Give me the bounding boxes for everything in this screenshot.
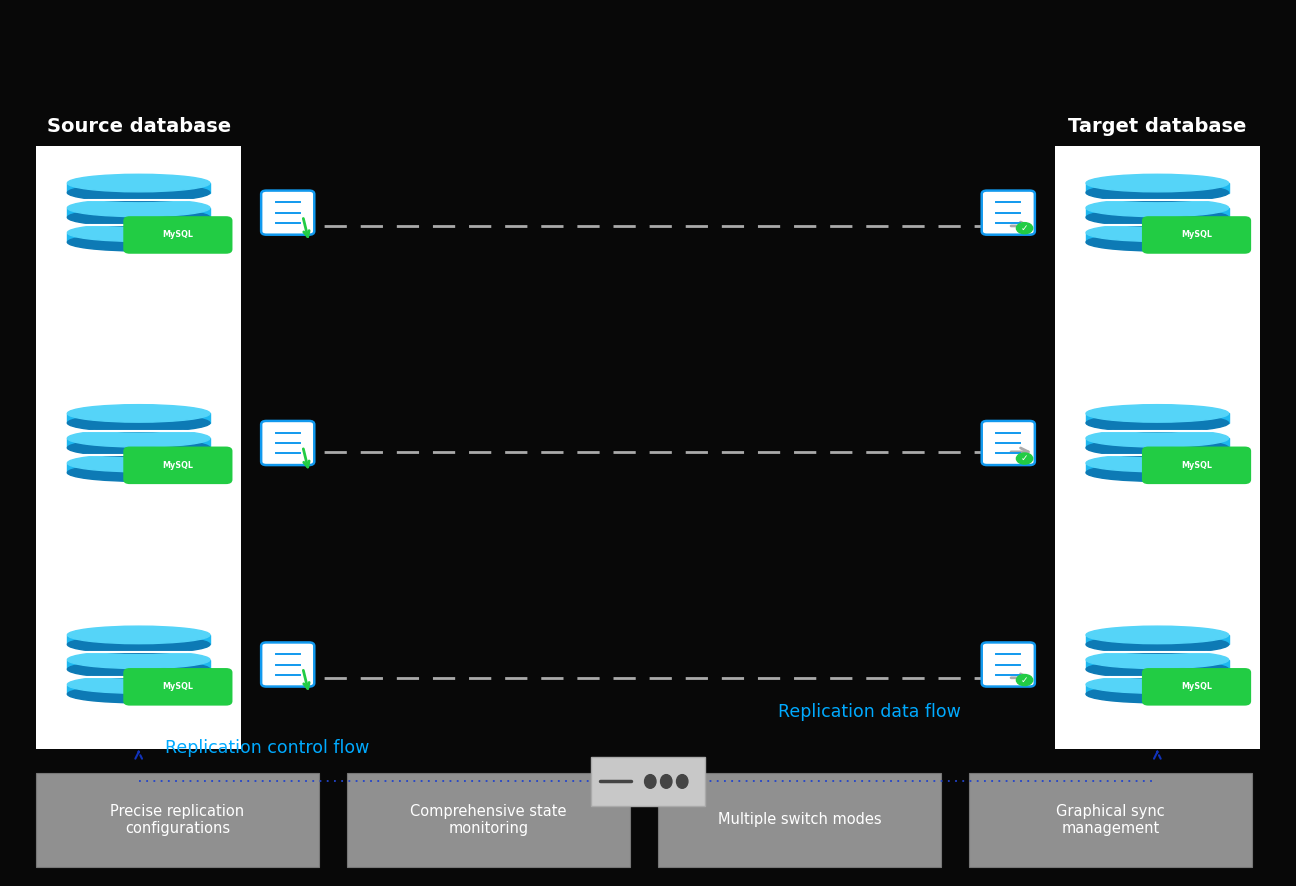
Ellipse shape (67, 636, 210, 653)
Bar (67, 439, 210, 447)
Ellipse shape (67, 414, 210, 431)
FancyBboxPatch shape (260, 642, 315, 687)
FancyBboxPatch shape (1142, 216, 1251, 253)
Bar (67, 208, 210, 217)
FancyBboxPatch shape (1142, 447, 1251, 484)
Ellipse shape (1016, 453, 1033, 464)
Ellipse shape (1086, 234, 1229, 251)
Ellipse shape (67, 660, 210, 678)
Bar (1086, 208, 1229, 217)
Ellipse shape (1086, 636, 1229, 653)
Text: Multiple switch modes: Multiple switch modes (718, 812, 881, 828)
Ellipse shape (644, 774, 656, 789)
FancyBboxPatch shape (982, 421, 1036, 465)
Bar (36, 146, 241, 749)
Bar (67, 414, 210, 423)
Text: Target database: Target database (1068, 117, 1247, 136)
Bar (1055, 146, 1260, 749)
Text: Source database: Source database (47, 117, 231, 136)
Ellipse shape (1086, 439, 1229, 456)
Ellipse shape (67, 405, 210, 423)
Ellipse shape (661, 774, 671, 789)
Text: ✓: ✓ (1021, 675, 1028, 685)
Text: MySQL: MySQL (162, 230, 193, 239)
Bar (67, 183, 210, 192)
FancyBboxPatch shape (982, 642, 1036, 687)
Ellipse shape (1086, 626, 1229, 643)
Bar (1086, 439, 1229, 447)
FancyBboxPatch shape (347, 773, 630, 867)
Ellipse shape (1016, 222, 1033, 234)
Ellipse shape (67, 464, 210, 481)
Bar (67, 233, 210, 242)
Text: MySQL: MySQL (1181, 682, 1212, 691)
Ellipse shape (1086, 209, 1229, 226)
Ellipse shape (67, 175, 210, 192)
Text: Comprehensive state
monitoring: Comprehensive state monitoring (411, 804, 566, 836)
FancyBboxPatch shape (123, 668, 232, 705)
Ellipse shape (67, 651, 210, 668)
Ellipse shape (67, 686, 210, 703)
Ellipse shape (677, 774, 688, 789)
Bar (67, 635, 210, 644)
Bar (1086, 685, 1229, 694)
Bar (67, 685, 210, 694)
Ellipse shape (1086, 464, 1229, 481)
Ellipse shape (67, 626, 210, 643)
Ellipse shape (1086, 199, 1229, 217)
Text: ✓: ✓ (1021, 223, 1028, 233)
Bar (1086, 183, 1229, 192)
Bar (1086, 635, 1229, 644)
Text: MySQL: MySQL (1181, 461, 1212, 470)
Text: Precise replication
configurations: Precise replication configurations (110, 804, 245, 836)
FancyBboxPatch shape (36, 773, 319, 867)
Ellipse shape (67, 430, 210, 447)
FancyBboxPatch shape (123, 447, 232, 484)
Ellipse shape (1086, 686, 1229, 703)
Ellipse shape (1016, 674, 1033, 686)
FancyBboxPatch shape (591, 757, 705, 806)
Text: Replication data flow: Replication data flow (778, 703, 960, 720)
FancyBboxPatch shape (1142, 668, 1251, 705)
Text: MySQL: MySQL (162, 682, 193, 691)
Ellipse shape (67, 439, 210, 456)
Ellipse shape (67, 209, 210, 226)
Ellipse shape (67, 234, 210, 251)
Ellipse shape (1086, 676, 1229, 693)
Ellipse shape (1086, 660, 1229, 678)
Bar (1086, 660, 1229, 669)
FancyBboxPatch shape (969, 773, 1252, 867)
Bar (1086, 414, 1229, 423)
Ellipse shape (67, 224, 210, 242)
Bar (67, 660, 210, 669)
Bar (1086, 233, 1229, 242)
Ellipse shape (67, 184, 210, 201)
FancyBboxPatch shape (260, 190, 315, 235)
Text: MySQL: MySQL (1181, 230, 1212, 239)
Ellipse shape (1086, 651, 1229, 668)
FancyBboxPatch shape (123, 216, 232, 253)
FancyBboxPatch shape (982, 190, 1036, 235)
Ellipse shape (1086, 455, 1229, 472)
Ellipse shape (1086, 414, 1229, 431)
Ellipse shape (1086, 430, 1229, 447)
Ellipse shape (67, 455, 210, 472)
Bar (67, 463, 210, 472)
Bar (1086, 463, 1229, 472)
Text: Graphical sync
management: Graphical sync management (1056, 804, 1165, 836)
Ellipse shape (1086, 184, 1229, 201)
Ellipse shape (1086, 405, 1229, 423)
Ellipse shape (67, 676, 210, 693)
Text: MySQL: MySQL (162, 461, 193, 470)
Ellipse shape (1086, 224, 1229, 242)
FancyBboxPatch shape (658, 773, 941, 867)
FancyBboxPatch shape (260, 421, 315, 465)
Ellipse shape (1086, 175, 1229, 192)
Ellipse shape (67, 199, 210, 217)
Text: Replication control flow: Replication control flow (165, 739, 369, 757)
Text: ✓: ✓ (1021, 454, 1028, 463)
